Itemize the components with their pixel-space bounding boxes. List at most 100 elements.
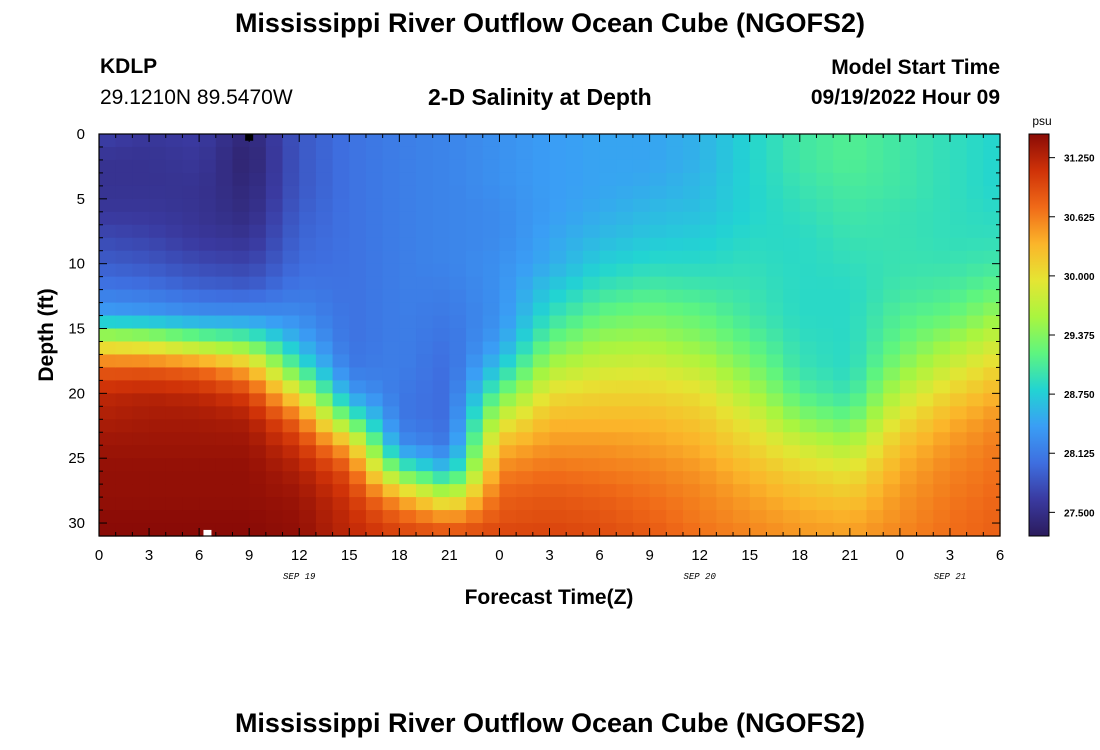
heatmap-cell — [649, 484, 667, 498]
heatmap-cell — [115, 263, 133, 278]
heatmap-cell — [99, 211, 117, 226]
heatmap-cell — [883, 432, 901, 446]
heatmap-cell — [332, 315, 350, 330]
heatmap-cell — [382, 393, 400, 407]
heatmap-cell — [432, 380, 450, 394]
heatmap-cell — [416, 302, 434, 317]
heatmap-cell — [449, 484, 467, 498]
heatmap-cell — [816, 406, 834, 420]
heatmap-cell — [699, 432, 717, 446]
heatmap-cell — [132, 510, 150, 524]
heatmap-cell — [666, 198, 684, 213]
heatmap-cell — [482, 237, 501, 252]
heatmap-cell — [933, 159, 951, 174]
heatmap-cell — [182, 354, 200, 369]
heatmap-cell — [949, 367, 968, 381]
heatmap-cell — [249, 484, 267, 498]
heatmap-cell — [866, 302, 884, 317]
colorbar-tick-label: 27.500 — [1064, 508, 1095, 519]
heatmap-cell — [482, 510, 501, 524]
heatmap-cell — [666, 211, 684, 226]
heatmap-cell — [749, 224, 768, 239]
heatmap-cell — [265, 445, 284, 459]
heatmap-cell — [749, 406, 768, 420]
heatmap-cell — [332, 185, 350, 200]
heatmap-cell — [933, 393, 951, 407]
heatmap-cell — [883, 380, 901, 394]
heatmap-cell — [849, 237, 868, 252]
heatmap-cell — [382, 510, 400, 524]
heatmap-cell — [716, 523, 734, 537]
heatmap-cell — [566, 211, 584, 226]
heatmap-cell — [215, 380, 234, 394]
heatmap-cell — [282, 263, 300, 278]
heatmap-cell — [265, 263, 284, 278]
heatmap-cell — [399, 393, 417, 407]
heatmap-cell — [299, 263, 317, 278]
heatmap-cell — [249, 185, 267, 200]
heatmap-cell — [966, 393, 984, 407]
heatmap-cell — [616, 367, 634, 381]
heatmap-cell — [749, 250, 768, 265]
heatmap-cell — [733, 276, 751, 291]
heatmap-cell — [315, 432, 334, 446]
heatmap-cell — [983, 146, 1001, 161]
heatmap-cell — [282, 198, 300, 213]
heatmap-cell — [199, 419, 217, 433]
heatmap-cell — [132, 341, 150, 356]
heatmap-cell — [232, 237, 250, 252]
heatmap-cell — [399, 185, 417, 200]
heatmap-cell — [949, 523, 968, 537]
heatmap-cell — [833, 484, 851, 498]
heatmap-cell — [282, 393, 300, 407]
heatmap-cell — [899, 159, 918, 174]
heatmap-cell — [499, 458, 517, 472]
heatmap-cell — [733, 393, 751, 407]
heatmap-cell — [649, 354, 667, 369]
heatmap-cell — [799, 172, 818, 187]
heatmap-cell — [816, 328, 834, 343]
heatmap-cell — [315, 172, 334, 187]
heatmap-cell — [799, 198, 818, 213]
heatmap-cell — [983, 289, 1001, 304]
heatmap-cell — [132, 211, 150, 226]
heatmap-cell — [766, 289, 784, 304]
heatmap-cell — [682, 523, 701, 537]
heatmap-cell — [332, 172, 350, 187]
heatmap-cell — [149, 146, 167, 161]
heatmap-cell — [749, 354, 768, 369]
heatmap-cell — [532, 328, 551, 343]
heatmap-cell — [749, 445, 768, 459]
heatmap-cell — [315, 276, 334, 291]
heatmap-cell — [632, 146, 651, 161]
heatmap-cell — [599, 432, 617, 446]
heatmap-cell — [933, 198, 951, 213]
heatmap-cell — [699, 484, 717, 498]
x-tick-label: 21 — [841, 547, 858, 564]
heatmap-cell — [315, 224, 334, 239]
heatmap-cell — [783, 289, 801, 304]
heatmap-cell — [382, 134, 400, 148]
heatmap-cell — [282, 484, 300, 498]
heatmap-cell — [332, 354, 350, 369]
heatmap-cell — [749, 172, 768, 187]
heatmap-cell — [983, 406, 1001, 420]
heatmap-cell — [616, 458, 634, 472]
heatmap-cell — [649, 380, 667, 394]
heatmap-cell — [682, 458, 701, 472]
heatmap-cell — [666, 172, 684, 187]
heatmap-cell — [416, 134, 434, 148]
heatmap-cell — [883, 289, 901, 304]
x-tick-label: 6 — [595, 547, 603, 564]
heatmap-cell — [833, 393, 851, 407]
heatmap-cell — [549, 380, 567, 394]
heatmap-cell — [866, 497, 884, 511]
heatmap-cell — [582, 302, 601, 317]
heatmap-cell — [933, 471, 951, 485]
heatmap-cell — [416, 172, 434, 187]
heatmap-cell — [632, 523, 651, 537]
heatmap-cell — [149, 445, 167, 459]
heatmap-cell — [933, 237, 951, 252]
heatmap-cell — [566, 250, 584, 265]
heatmap-cell — [983, 354, 1001, 369]
